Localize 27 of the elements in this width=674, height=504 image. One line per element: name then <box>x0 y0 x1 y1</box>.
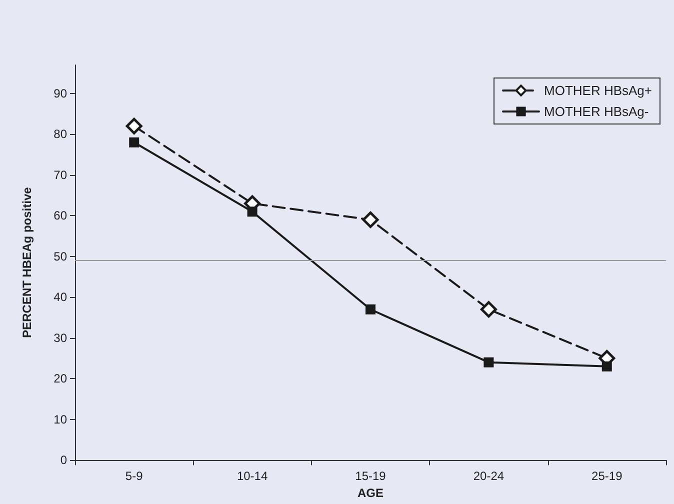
x-tick-label: 25-19 <box>592 469 623 484</box>
point <box>602 361 612 372</box>
point <box>366 304 376 314</box>
x-axis-title: AGE <box>357 486 384 500</box>
y-tick-label: 40 <box>54 290 68 304</box>
x-tick-label: 10-14 <box>236 469 268 484</box>
y-tick-label: 50 <box>54 249 68 264</box>
y-axis-title: PERCENT HBEAg positive <box>20 186 34 338</box>
point <box>362 212 379 228</box>
y-tick-label: 0 <box>60 453 68 468</box>
y-tick-label: 30 <box>54 330 68 345</box>
legend-label: MOTHER HBsAg+ <box>544 83 652 98</box>
x-tick-label: 5-9 <box>125 469 144 484</box>
legend-label: MOTHER HBsAg- <box>544 104 649 119</box>
point <box>126 118 142 134</box>
x-tick-label: 15-19 <box>355 469 386 484</box>
y-tick-label: 10 <box>54 412 68 426</box>
y-tick-label: 60 <box>54 208 68 223</box>
x-tick-label: 20-24 <box>473 469 504 484</box>
point <box>247 206 258 217</box>
y-tick-label: 70 <box>54 168 68 182</box>
y-tick-label: 90 <box>54 86 68 101</box>
point <box>129 137 140 148</box>
point <box>480 301 497 318</box>
y-tick-label: 20 <box>54 372 68 386</box>
y-tick-label: 80 <box>54 127 68 142</box>
point <box>484 357 494 368</box>
